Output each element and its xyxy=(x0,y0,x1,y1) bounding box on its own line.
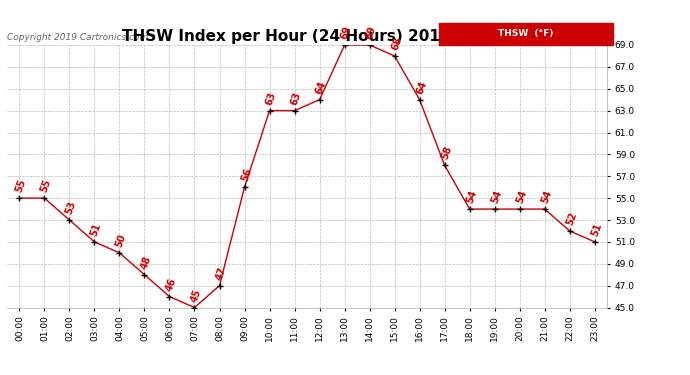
Text: 55: 55 xyxy=(14,178,28,194)
Text: 69: 69 xyxy=(339,25,353,41)
Text: 50: 50 xyxy=(115,232,128,249)
Text: 68: 68 xyxy=(389,36,404,52)
Text: 46: 46 xyxy=(164,276,178,292)
Text: 51: 51 xyxy=(89,222,104,238)
Text: 58: 58 xyxy=(440,145,453,161)
Text: 55: 55 xyxy=(39,178,53,194)
Text: Copyright 2019 Cartronics.com: Copyright 2019 Cartronics.com xyxy=(7,33,148,42)
Text: 54: 54 xyxy=(515,189,529,205)
Text: 64: 64 xyxy=(315,80,328,96)
Text: 45: 45 xyxy=(189,287,204,303)
Text: 69: 69 xyxy=(364,25,378,41)
Text: 63: 63 xyxy=(289,90,304,106)
Text: 47: 47 xyxy=(215,266,228,282)
Text: 64: 64 xyxy=(415,80,428,96)
Text: 54: 54 xyxy=(489,189,504,205)
FancyBboxPatch shape xyxy=(439,22,613,45)
Text: 53: 53 xyxy=(64,200,78,216)
Text: 63: 63 xyxy=(264,90,278,106)
Text: THSW  (°F): THSW (°F) xyxy=(498,29,554,38)
Title: THSW Index per Hour (24 Hours) 20191006: THSW Index per Hour (24 Hours) 20191006 xyxy=(121,29,493,44)
Text: 56: 56 xyxy=(239,167,253,183)
Text: 52: 52 xyxy=(564,211,578,227)
Text: 54: 54 xyxy=(540,189,553,205)
Text: 48: 48 xyxy=(139,254,153,270)
Text: 54: 54 xyxy=(464,189,478,205)
Text: 51: 51 xyxy=(589,222,604,238)
